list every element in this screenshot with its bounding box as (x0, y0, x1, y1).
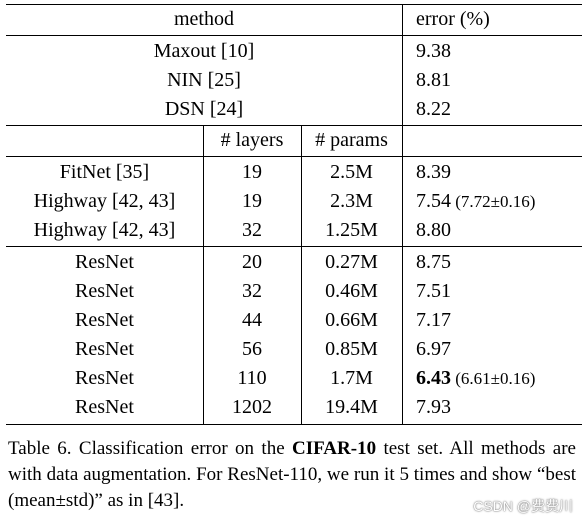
method-cell: FitNet [35] (59, 161, 150, 183)
method-cell: ResNet (75, 251, 134, 273)
layers-cell: 32 (242, 280, 262, 302)
caption-suffix: test set. All methods are with data augm… (8, 438, 576, 511)
error-cell: 8.81 (416, 69, 451, 91)
results-table: method error (%) (6, 4, 582, 33)
params-cell: 0.46M (325, 280, 378, 302)
column-divider (402, 4, 403, 425)
error-cell: 8.80 (416, 216, 581, 245)
error-value: 7.54 (416, 190, 451, 212)
method-cell: ResNet (75, 367, 134, 389)
subheader-rule (6, 156, 582, 157)
params-cell: 1.25M (325, 219, 378, 241)
layers-cell: 19 (242, 190, 262, 212)
error-cell: 8.39 (416, 158, 581, 187)
layers-cell: 1202 (232, 396, 272, 418)
caption-prefix: Table 6. Classification error on the (8, 438, 292, 459)
layers-cell: 56 (242, 338, 262, 360)
method-cell: Highway [42, 43] (33, 190, 176, 212)
params-cell: 2.5M (330, 161, 373, 183)
error-value: 7.17 (416, 309, 451, 331)
params-cell: 1.7M (330, 367, 373, 389)
method-cell: ResNet (75, 280, 134, 302)
table-bottom-rule (6, 424, 582, 425)
error-value: 6.97 (416, 338, 451, 360)
error-cell: 7.17 (416, 306, 581, 335)
section-rule (6, 125, 582, 126)
method-cell: DSN [24] (164, 98, 244, 120)
header-params: # params (315, 129, 388, 151)
layers-cell: 20 (242, 251, 262, 273)
params-cell: 2.3M (330, 190, 373, 212)
params-cell: 0.66M (325, 309, 378, 331)
table-caption: Table 6. Classification error on the CIF… (8, 436, 576, 514)
method-cell: NIN [25] (167, 69, 241, 91)
params-cell: 0.27M (325, 251, 378, 273)
method-cell: Highway [42, 43] (33, 219, 176, 241)
column-divider (301, 125, 302, 425)
layers-cell: 44 (242, 309, 262, 331)
layers-cell: 19 (242, 161, 262, 183)
header-error: error (%) (416, 8, 490, 30)
layers-cell: 110 (237, 367, 267, 389)
error-mean-std: (7.72±0.16) (451, 192, 536, 211)
error-cell: 8.75 (416, 248, 581, 277)
error-value: 8.80 (416, 219, 451, 241)
error-value: 7.93 (416, 396, 451, 418)
column-divider (203, 125, 204, 425)
header-rule (6, 35, 582, 36)
error-value: 8.39 (416, 161, 451, 183)
caption-dataset: CIFAR-10 (292, 438, 377, 459)
error-cell: 6.43 (6.61±0.16) (416, 364, 581, 393)
watermark: CSDN @费费川 (473, 498, 573, 514)
error-cell: 8.22 (416, 98, 451, 120)
method-cell: Maxout [10] (153, 40, 255, 62)
method-cell: ResNet (75, 338, 134, 360)
error-cell: 7.93 (416, 393, 581, 422)
header-layers: # layers (220, 129, 284, 151)
layers-cell: 32 (242, 219, 262, 241)
error-value: 8.75 (416, 251, 451, 273)
params-cell: 19.4M (325, 396, 378, 418)
error-cell: 7.54 (7.72±0.16) (416, 187, 581, 216)
table-top-rule (6, 4, 582, 5)
error-cell: 7.51 (416, 277, 581, 306)
error-cell: 6.97 (416, 335, 581, 364)
error-value: 6.43 (416, 367, 451, 389)
error-cell: 9.38 (416, 40, 451, 62)
method-cell: ResNet (75, 396, 134, 418)
header-row: method error (%) (6, 5, 582, 34)
method-cell: ResNet (75, 309, 134, 331)
section-rule (6, 246, 582, 247)
params-cell: 0.85M (325, 338, 378, 360)
error-value: 7.51 (416, 280, 451, 302)
error-mean-std: (6.61±0.16) (451, 369, 536, 388)
header-method: method (174, 8, 234, 30)
